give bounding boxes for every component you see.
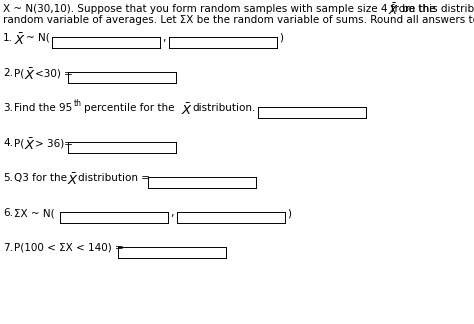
Text: ~ N(: ~ N( [26,33,50,43]
Text: 1.: 1. [3,33,13,43]
Text: 6.: 6. [3,208,13,218]
Text: P(100 < ΣX < 140) =: P(100 < ΣX < 140) = [14,243,124,253]
Text: ): ) [279,33,283,43]
Text: $\bar{X}$: $\bar{X}$ [24,137,36,153]
Text: P(: P( [14,68,24,78]
Text: 3.: 3. [3,103,13,113]
Text: distribution.: distribution. [192,103,255,113]
Text: <30) =: <30) = [35,68,73,78]
Text: random variable of averages. Let ΣX be the random variable of sums. Round all an: random variable of averages. Let ΣX be t… [3,15,474,25]
Text: distribution =: distribution = [78,173,150,183]
Text: $\bar{X}$: $\bar{X}$ [67,172,79,188]
Text: 4.: 4. [3,138,13,148]
Text: Q3 for the: Q3 for the [14,173,67,183]
Text: $\bar{X}$: $\bar{X}$ [388,3,399,18]
Text: P(: P( [14,138,24,148]
Text: 5.: 5. [3,173,13,183]
Text: X ~ N(30,10). Suppose that you form random samples with sample size 4 from this : X ~ N(30,10). Suppose that you form rand… [3,4,474,14]
Text: ): ) [287,208,291,218]
Text: 2.: 2. [3,68,13,78]
Text: be the: be the [399,4,436,14]
Text: 7.: 7. [3,243,13,253]
Text: ,: , [162,33,165,43]
Text: percentile for the: percentile for the [84,103,174,113]
Text: $\bar{X}$: $\bar{X}$ [14,32,26,48]
Text: Find the 95: Find the 95 [14,103,72,113]
Text: > 36)=: > 36)= [35,138,73,148]
Text: ,: , [170,208,173,218]
Text: ΣX ~ N(: ΣX ~ N( [14,208,55,218]
Text: th: th [74,99,82,108]
Text: $\bar{X}$: $\bar{X}$ [24,67,36,83]
Text: $\bar{X}$: $\bar{X}$ [181,102,193,118]
